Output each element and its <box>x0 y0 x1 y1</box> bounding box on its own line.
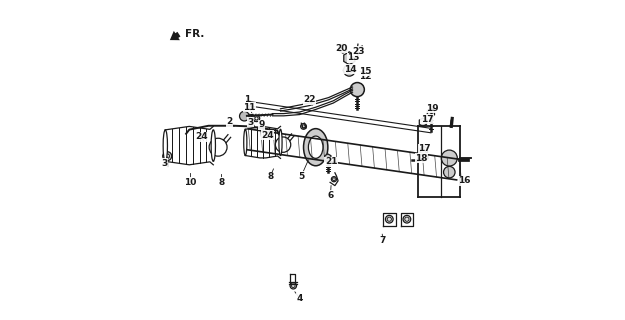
Ellipse shape <box>163 130 168 161</box>
Circle shape <box>248 115 256 122</box>
Circle shape <box>253 115 260 122</box>
Circle shape <box>301 124 306 129</box>
Text: FR.: FR. <box>184 28 204 39</box>
Text: 14: 14 <box>344 65 357 74</box>
Text: 2: 2 <box>226 117 232 126</box>
Circle shape <box>255 117 258 120</box>
Text: 9: 9 <box>258 120 264 129</box>
Text: 21: 21 <box>325 157 338 166</box>
Polygon shape <box>419 118 426 126</box>
Text: 12: 12 <box>359 72 371 81</box>
Text: 13: 13 <box>348 53 360 62</box>
Ellipse shape <box>244 129 247 156</box>
Circle shape <box>290 283 296 289</box>
Circle shape <box>350 83 364 97</box>
Text: 1: 1 <box>244 95 250 104</box>
Circle shape <box>344 65 355 76</box>
Ellipse shape <box>304 129 328 166</box>
Text: 24: 24 <box>261 131 274 140</box>
Text: 19: 19 <box>426 104 439 113</box>
Text: 15: 15 <box>359 67 371 76</box>
Ellipse shape <box>211 130 216 161</box>
Circle shape <box>162 152 172 161</box>
Text: 22: 22 <box>303 95 316 104</box>
Polygon shape <box>420 146 428 155</box>
Polygon shape <box>428 108 434 117</box>
Text: 17: 17 <box>421 115 433 124</box>
Text: 8: 8 <box>218 178 224 187</box>
Circle shape <box>331 177 336 182</box>
Text: 6: 6 <box>328 191 334 200</box>
Text: 11: 11 <box>243 103 256 112</box>
Text: 24: 24 <box>195 132 208 141</box>
Text: 18: 18 <box>415 154 428 163</box>
Circle shape <box>441 150 458 166</box>
Ellipse shape <box>279 129 282 156</box>
Text: 3: 3 <box>161 159 168 168</box>
Polygon shape <box>339 44 347 53</box>
Text: 23: 23 <box>352 47 364 56</box>
Text: 3: 3 <box>248 118 254 127</box>
Circle shape <box>239 111 249 121</box>
Polygon shape <box>420 153 428 161</box>
Ellipse shape <box>308 136 323 158</box>
Text: 4: 4 <box>296 294 303 303</box>
Text: 7: 7 <box>380 236 386 245</box>
Text: 5: 5 <box>298 172 304 180</box>
Text: 10: 10 <box>184 178 196 187</box>
Text: 20: 20 <box>335 44 348 52</box>
Circle shape <box>250 116 254 120</box>
Text: 16: 16 <box>458 176 471 185</box>
Circle shape <box>346 68 352 73</box>
Polygon shape <box>344 52 355 65</box>
Circle shape <box>403 215 411 223</box>
Circle shape <box>165 154 169 158</box>
Text: 8: 8 <box>267 172 273 181</box>
Text: 17: 17 <box>418 144 431 153</box>
Polygon shape <box>325 154 331 161</box>
Circle shape <box>386 215 393 223</box>
FancyArrowPatch shape <box>170 31 181 40</box>
Circle shape <box>444 166 455 178</box>
